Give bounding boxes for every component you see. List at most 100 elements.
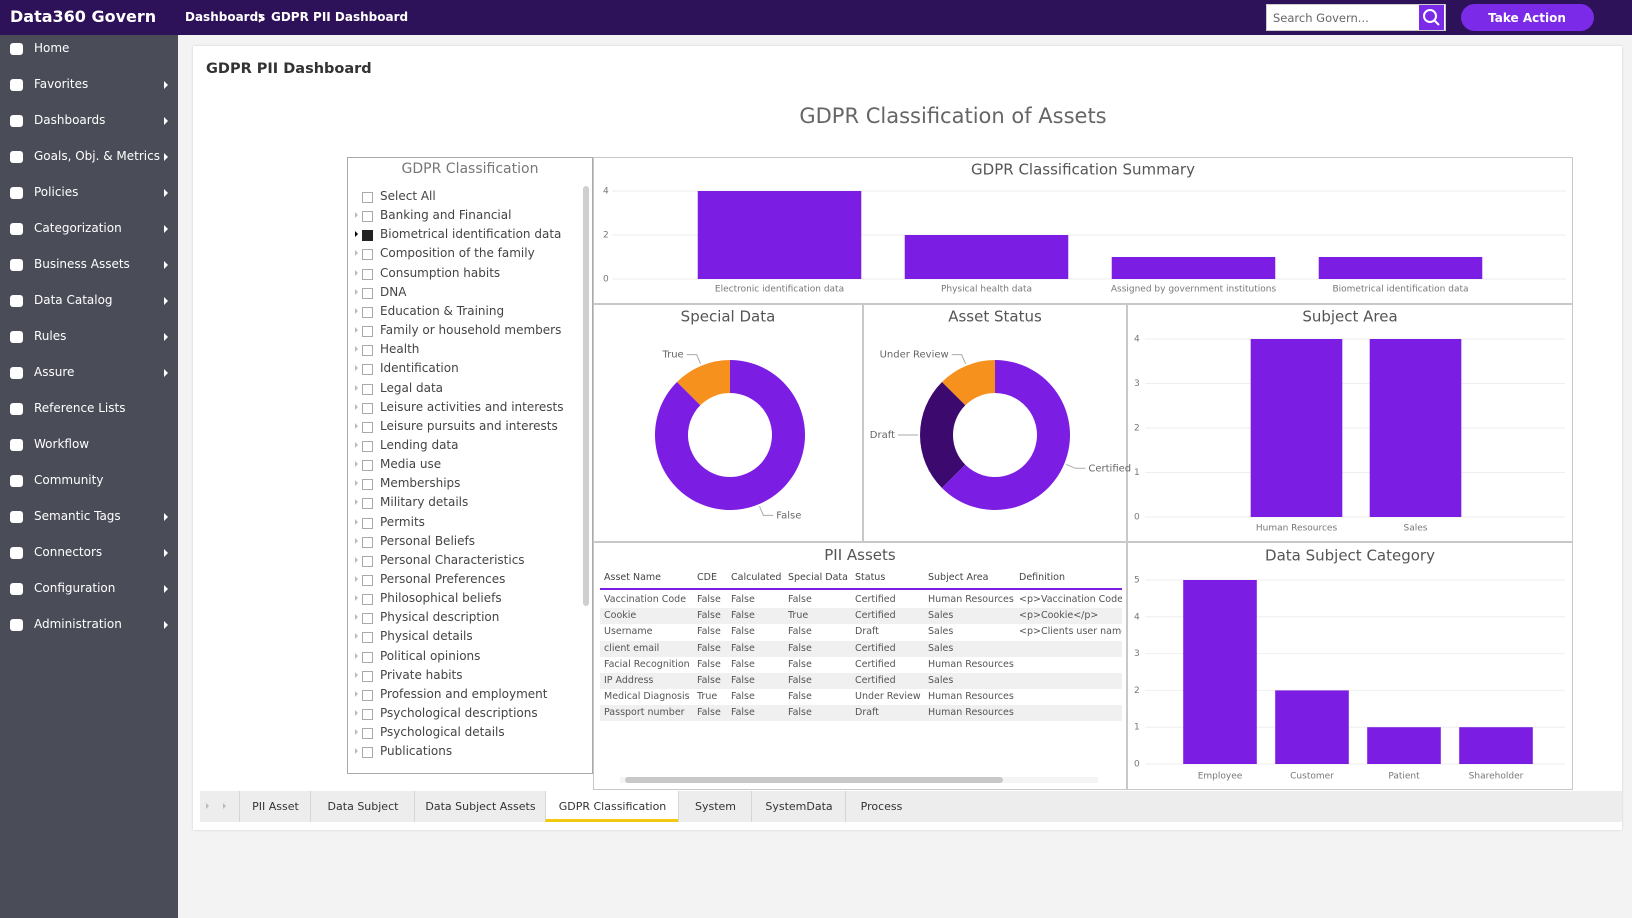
slicer-item[interactable]: Permits: [348, 515, 580, 532]
column-header[interactable]: Calculated: [731, 572, 782, 583]
sidebar-item[interactable]: Goals, Obj. & Metrics: [0, 142, 178, 172]
tab[interactable]: PII Asset: [239, 791, 310, 822]
search-box[interactable]: Search Govern...: [1266, 4, 1446, 31]
sidebar-icon: [10, 511, 23, 523]
checkbox: [362, 306, 373, 318]
slicer-item[interactable]: Profession and employment: [348, 687, 580, 704]
checkbox: [362, 249, 373, 261]
slicer-item[interactable]: Biometrical identification data: [348, 227, 580, 244]
sidebar-item[interactable]: Rules: [0, 322, 178, 352]
table-cell: False: [697, 658, 721, 670]
sidebar-item[interactable]: Home: [0, 34, 178, 64]
tab[interactable]: SystemData: [751, 791, 845, 822]
slicer-item[interactable]: Identification: [348, 361, 580, 378]
column-header[interactable]: CDE: [697, 572, 717, 583]
slicer-item[interactable]: Psychological details: [348, 725, 580, 742]
tab[interactable]: Data Subject: [310, 791, 414, 822]
expander: [355, 499, 358, 506]
sidebar-item[interactable]: Community: [0, 466, 178, 496]
slicer-item[interactable]: Personal Characteristics: [348, 553, 580, 570]
slicer-item[interactable]: Personal Beliefs: [348, 534, 580, 551]
expander: [355, 346, 358, 353]
breadcrumb[interactable]: Dashboards: [185, 10, 266, 24]
column-header[interactable]: Status: [855, 572, 886, 583]
slicer-item[interactable]: Physical details: [348, 629, 580, 646]
column-header[interactable]: Special Data: [788, 572, 848, 583]
slicer-item[interactable]: Select All: [348, 189, 580, 206]
column-header[interactable]: Asset Name: [604, 572, 662, 583]
slicer-item[interactable]: Publications: [348, 744, 580, 761]
sidebar-label: Workflow: [34, 437, 90, 451]
tab[interactable]: Process: [845, 791, 916, 822]
sidebar-item[interactable]: Favorites: [0, 70, 178, 100]
checkbox: [362, 594, 373, 606]
search-button[interactable]: [1419, 5, 1444, 30]
sidebar-item[interactable]: Categorization: [0, 214, 178, 244]
sidebar-label: Goals, Obj. & Metrics: [34, 149, 160, 163]
slicer-item[interactable]: Lending data: [348, 438, 580, 455]
sidebar-icon: [10, 403, 23, 415]
slicer-item[interactable]: Memberships: [348, 476, 580, 493]
slicer-item[interactable]: Education & Training: [348, 304, 580, 321]
handle: [1433, 19, 1440, 26]
sidebar-label: Policies: [34, 185, 79, 199]
slicer-title: GDPR Classification: [401, 161, 539, 177]
sidebar-icon: [10, 367, 23, 379]
slicer-item[interactable]: Military details: [348, 495, 580, 512]
sidebar-item[interactable]: Reference Lists: [0, 394, 178, 424]
table-cell: False: [697, 594, 721, 605]
checkbox: [362, 402, 373, 414]
sidebar-item[interactable]: Connectors: [0, 538, 178, 568]
sidebar-item[interactable]: Semantic Tags: [0, 502, 178, 532]
submenu-arrow: [164, 81, 168, 89]
slicer-item[interactable]: DNA: [348, 285, 580, 302]
sidebar-item[interactable]: Dashboards: [0, 106, 178, 136]
slicer-item[interactable]: Legal data: [348, 381, 580, 398]
slicer-label: Physical description: [380, 610, 500, 625]
slicer-item[interactable]: Leisure activities and interests: [348, 400, 580, 417]
slicer-label: Personal Beliefs: [380, 533, 475, 548]
column-header[interactable]: Definition: [1019, 572, 1066, 583]
sidebar-item[interactable]: Data Catalog: [0, 286, 178, 316]
slicer-item[interactable]: Physical description: [348, 610, 580, 627]
slicer-label: Health: [380, 342, 420, 357]
slicer-item[interactable]: Political opinions: [348, 649, 580, 666]
logo[interactable]: Data360 Govern: [10, 7, 157, 26]
checkbox: [362, 709, 373, 721]
tab[interactable]: Data Subject Assets: [414, 791, 545, 822]
take-action-button[interactable]: Take Action: [1461, 4, 1594, 31]
slicer-item[interactable]: Personal Preferences: [348, 572, 580, 589]
sidebar-item[interactable]: Workflow: [0, 430, 178, 460]
slicer-item[interactable]: Private habits: [348, 668, 580, 685]
slicer-label: Psychological descriptions: [380, 706, 538, 721]
sidebar-item[interactable]: Policies: [0, 178, 178, 208]
slicer-item[interactable]: Consumption habits: [348, 266, 580, 283]
chart-panel: [593, 157, 1573, 304]
expander: [355, 461, 358, 468]
slicer-item[interactable]: Leisure pursuits and interests: [348, 419, 580, 436]
slicer-item[interactable]: Composition of the family: [348, 246, 580, 263]
slicer-item[interactable]: Family or household members: [348, 323, 580, 340]
slicer-item[interactable]: Psychological descriptions: [348, 706, 580, 723]
sidebar-label: Community: [34, 473, 104, 487]
sidebar-item[interactable]: Administration: [0, 610, 178, 640]
sidebar-icon: [10, 439, 23, 451]
expander: [355, 441, 358, 448]
table-cell: False: [697, 675, 721, 686]
slicer-item[interactable]: Banking and Financial: [348, 208, 580, 225]
table-cell: False: [731, 594, 755, 605]
slicer-item[interactable]: Philosophical beliefs: [348, 591, 580, 608]
tab[interactable]: System: [678, 791, 751, 822]
column-header[interactable]: Subject Area: [928, 572, 989, 583]
table-cell: True: [788, 610, 809, 622]
slicer-item[interactable]: Media use: [348, 457, 580, 474]
tab[interactable]: GDPR Classification: [545, 791, 678, 822]
chevron: [258, 13, 265, 23]
sidebar-item[interactable]: Assure: [0, 358, 178, 388]
table-cell: Username: [604, 626, 653, 638]
sidebar-item[interactable]: Business Assets: [0, 250, 178, 280]
slicer-item[interactable]: Health: [348, 342, 580, 359]
table-cell: Human Resources: [928, 594, 1014, 605]
h-scrollbar-thumb[interactable]: [625, 777, 1003, 783]
sidebar-item[interactable]: Configuration: [0, 574, 178, 604]
